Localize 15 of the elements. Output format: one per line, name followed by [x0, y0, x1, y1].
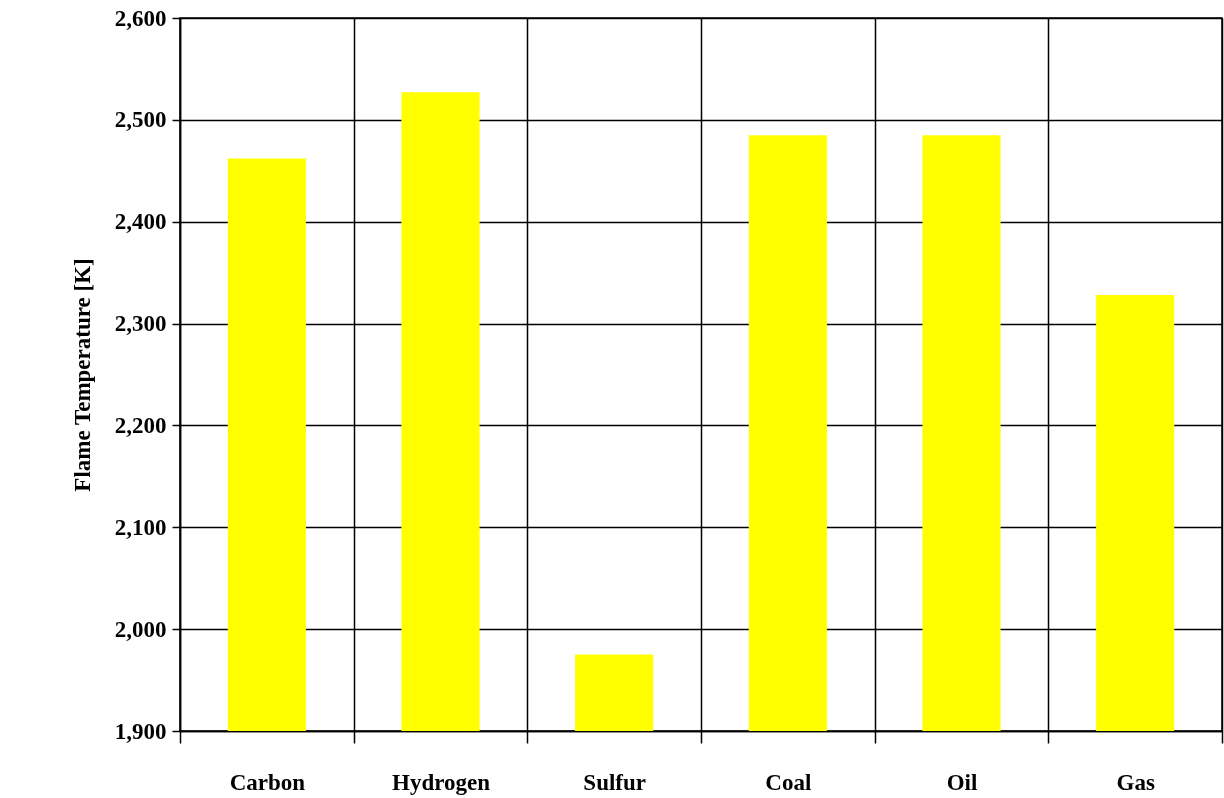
y-tick-label: 1,900 [114, 718, 167, 744]
x-tick-label: Oil [946, 769, 978, 795]
y-axis-title: Flame Temperature [K] [69, 258, 95, 492]
y-tick-label: 2,100 [114, 514, 167, 540]
x-tick-label: Sulfur [583, 769, 646, 795]
y-tick-label: 2,600 [114, 5, 167, 31]
y-tick-label: 2,000 [114, 616, 167, 642]
y-tick-label: 2,300 [114, 311, 167, 337]
x-tick-label: Hydrogen [392, 769, 491, 795]
y-tick-label: 2,400 [114, 209, 167, 235]
x-tick-label: Coal [765, 769, 812, 795]
x-tick-label: Gas [1116, 769, 1155, 795]
x-tick-label: Carbon [229, 769, 306, 795]
y-tick-label: 2,200 [114, 412, 167, 438]
y-tick-label: 2,500 [114, 107, 167, 133]
